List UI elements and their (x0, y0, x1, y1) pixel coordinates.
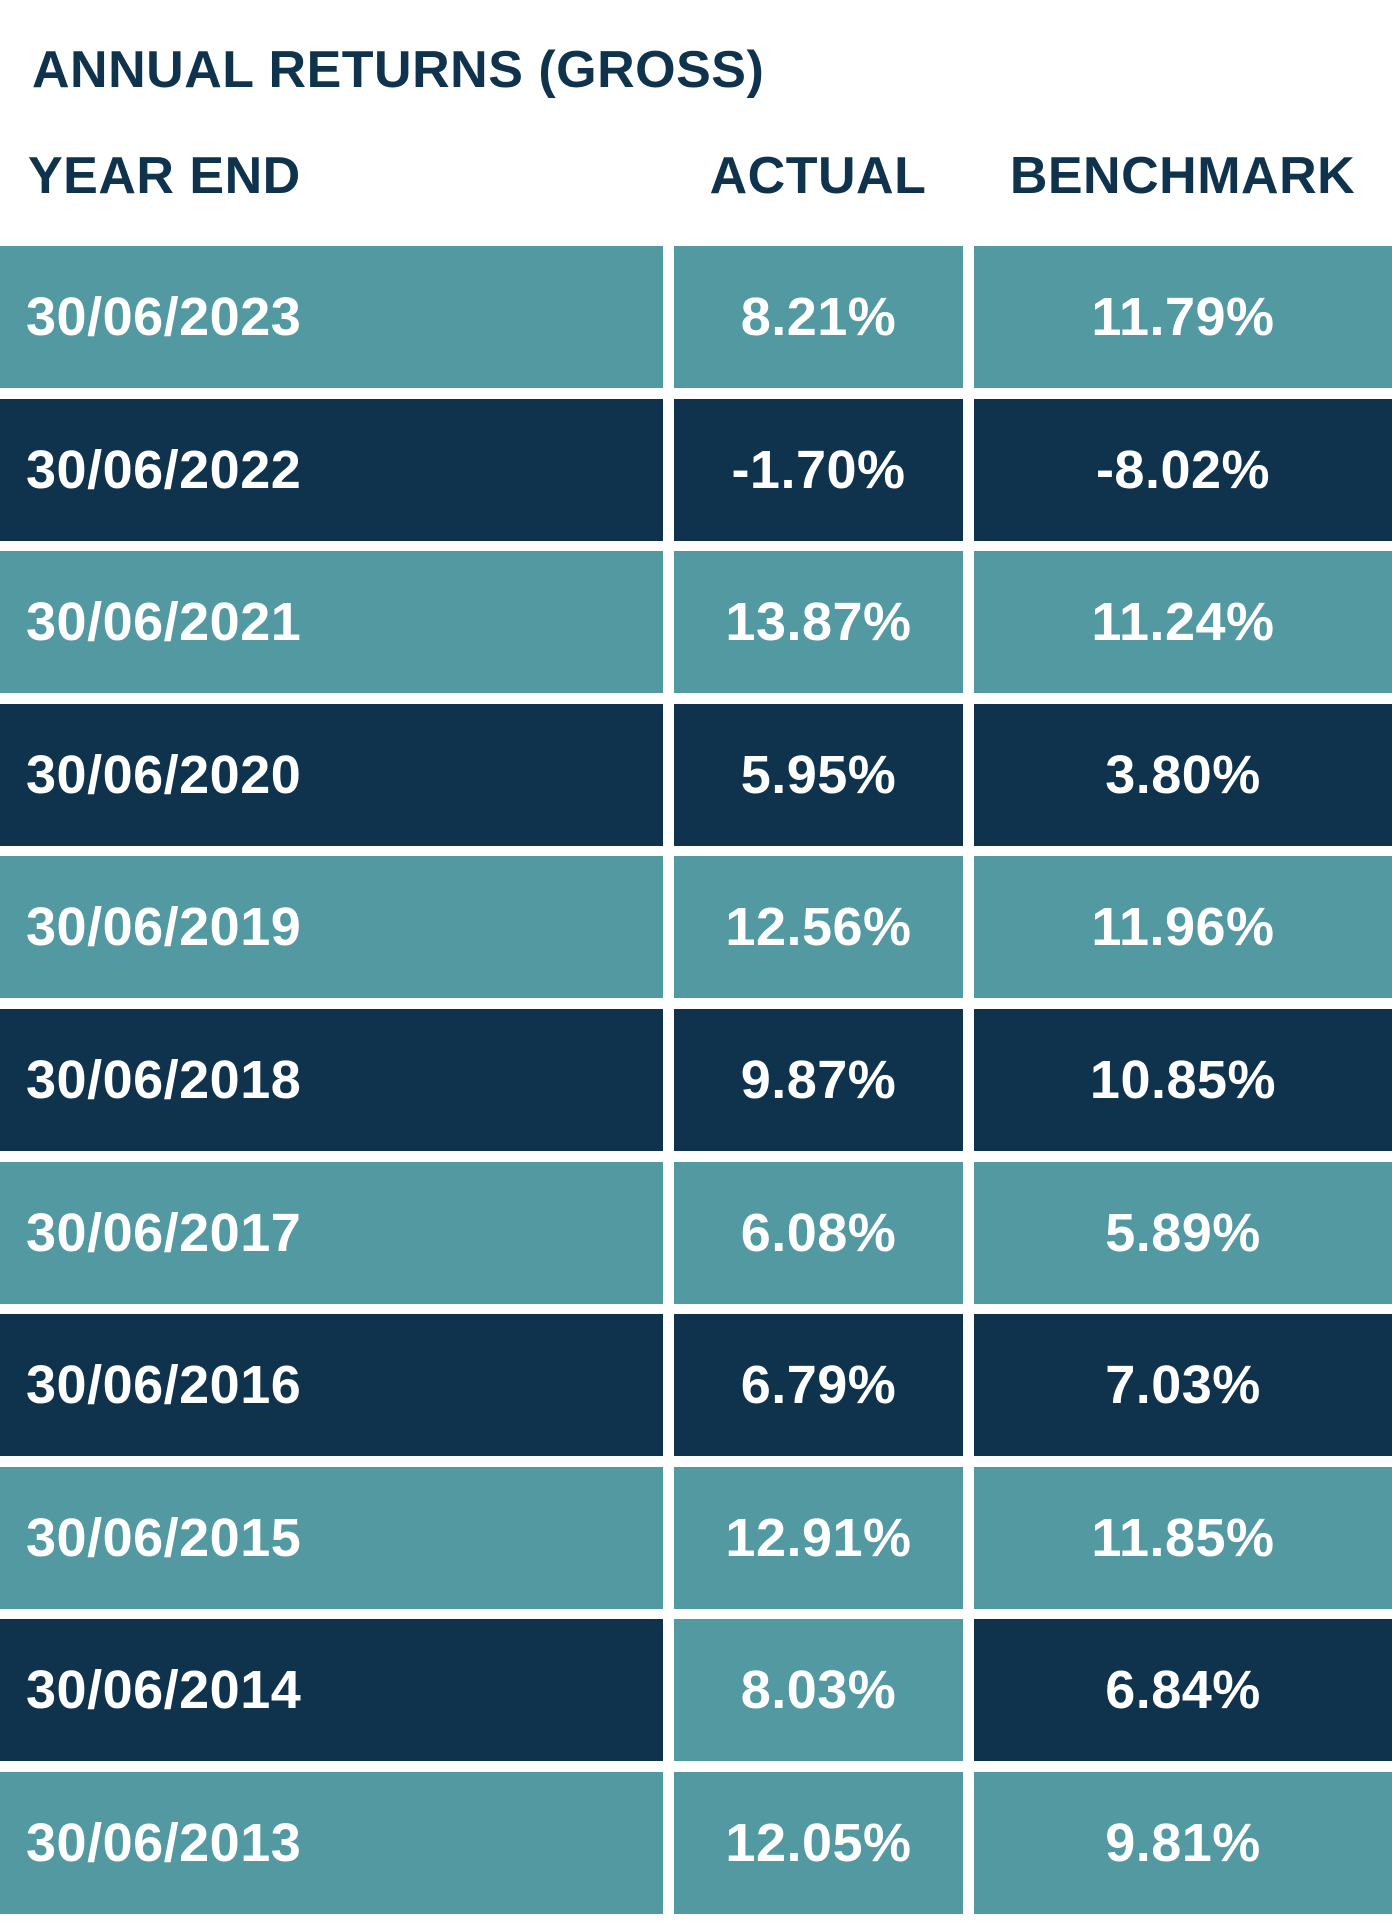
year-end-cell: 30/06/2019 (0, 856, 663, 999)
year-end-cell: 30/06/2015 (0, 1466, 663, 1609)
benchmark-return-cell: 10.85% (974, 1008, 1392, 1151)
benchmark-return-cell: 11.79% (974, 246, 1392, 388)
actual-return-cell: 12.91% (674, 1466, 963, 1609)
year-end-cell: 30/06/2016 (0, 1314, 663, 1457)
table-row: 30/06/2017 6.08% 5.89% (0, 1161, 1392, 1315)
year-end-cell: 30/06/2021 (0, 551, 663, 694)
table-row: 30/06/2020 5.95% 3.80% (0, 703, 1392, 857)
column-header-year-end: YEAR END (28, 147, 301, 205)
column-header-actual: ACTUAL (709, 147, 927, 205)
benchmark-return-cell: 9.81% (974, 1771, 1392, 1914)
year-end-cell: 30/06/2013 (0, 1771, 663, 1914)
table-row: 30/06/2018 9.87% 10.85% (0, 1008, 1392, 1162)
actual-return-cell: 13.87% (674, 551, 963, 694)
table-row: 30/06/2013 12.05% 9.81% (0, 1771, 1392, 1925)
benchmark-return-cell: 11.85% (974, 1466, 1392, 1609)
year-end-cell: 30/06/2017 (0, 1161, 663, 1304)
benchmark-return-cell: 3.80% (974, 703, 1392, 846)
actual-return-cell: 6.08% (674, 1161, 963, 1304)
benchmark-return-cell: 7.03% (974, 1314, 1392, 1457)
actual-return-cell: 5.95% (674, 703, 963, 846)
table-row: 30/06/2019 12.56% 11.96% (0, 856, 1392, 1009)
returns-table-body: 30/06/2023 8.21% 11.79% 30/06/2022 -1.70% -8.… (0, 246, 1392, 1925)
actual-return-cell: 12.56% (674, 856, 963, 999)
actual-return-cell: 9.87% (674, 1008, 963, 1151)
table-row: 30/06/2022 -1.70% -8.02% (0, 398, 1392, 552)
actual-return-cell: 6.79% (674, 1314, 963, 1457)
benchmark-return-cell: -8.02% (974, 398, 1392, 541)
actual-return-cell: 12.05% (674, 1771, 963, 1914)
benchmark-return-cell: 11.24% (974, 551, 1392, 694)
year-end-cell: 30/06/2023 (0, 246, 663, 388)
table-row: 30/06/2021 13.87% 11.24% (0, 551, 1392, 704)
actual-return-cell: 8.21% (674, 246, 963, 388)
table-row: 30/06/2023 8.21% 11.79% (0, 246, 1392, 399)
table-row: 30/06/2015 12.91% 11.85% (0, 1466, 1392, 1620)
column-header-benchmark: BENCHMARK (1009, 147, 1356, 205)
table-row: 30/06/2014 8.03% 6.84% (0, 1619, 1392, 1772)
actual-return-cell: -1.70% (674, 398, 963, 541)
actual-return-cell: 8.03% (674, 1619, 963, 1762)
year-end-cell: 30/06/2022 (0, 398, 663, 541)
year-end-cell: 30/06/2020 (0, 703, 663, 846)
year-end-cell: 30/06/2018 (0, 1008, 663, 1151)
year-end-cell: 30/06/2014 (0, 1619, 663, 1762)
benchmark-return-cell: 5.89% (974, 1161, 1392, 1304)
benchmark-return-cell: 6.84% (974, 1619, 1392, 1762)
benchmark-return-cell: 11.96% (974, 856, 1392, 999)
table-title: ANNUAL RETURNS (GROSS) (32, 41, 765, 99)
table-row: 30/06/2016 6.79% 7.03% (0, 1314, 1392, 1467)
